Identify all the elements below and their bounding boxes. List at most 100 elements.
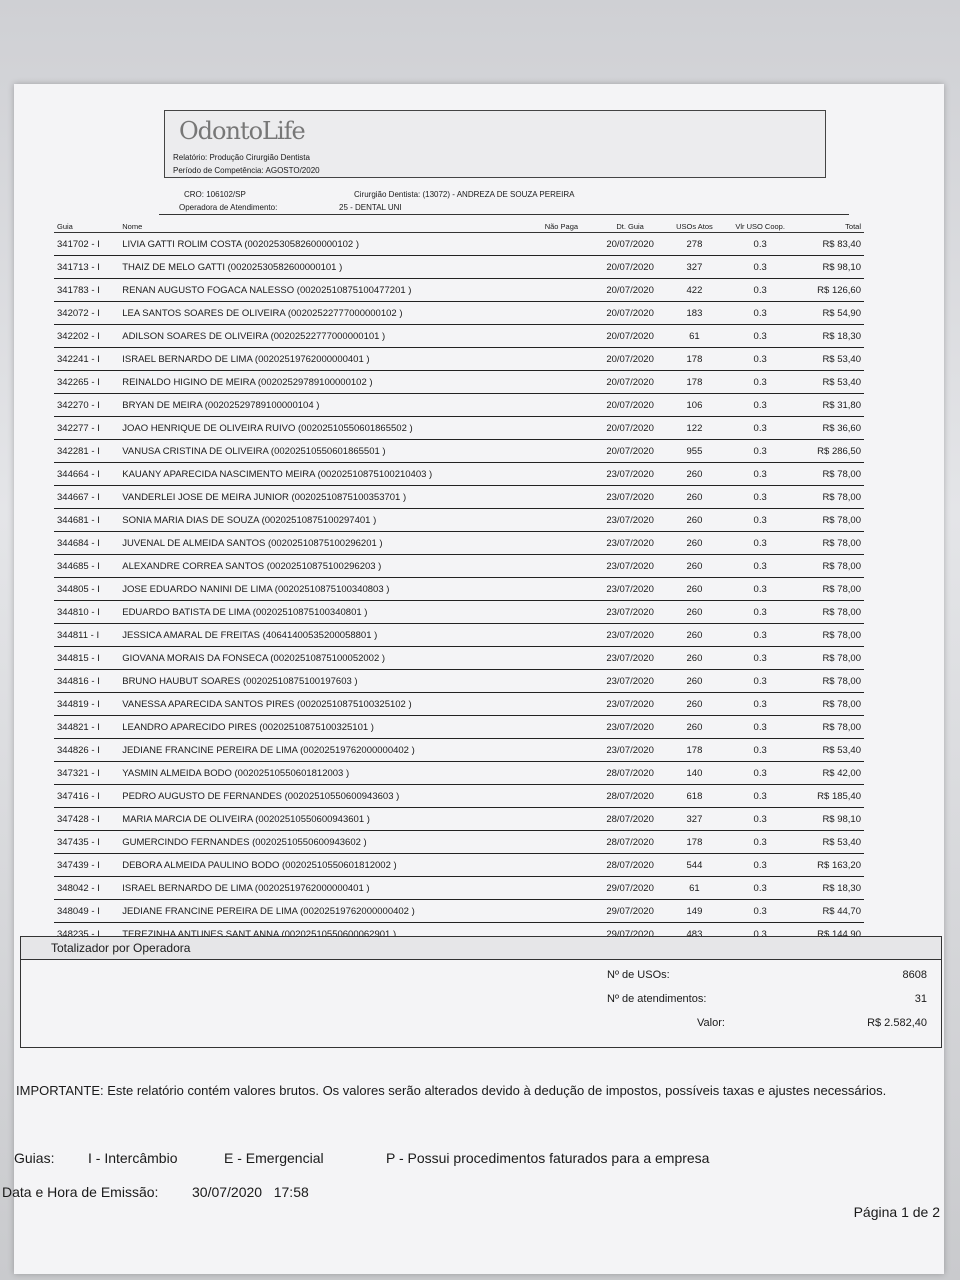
- table-row: 344811 - I JESSICA AMARAL DE FREITAS (406…: [54, 623, 864, 647]
- table-row: 347428 - I MARIA MARCIA DE OLIVEIRA (0020…: [54, 807, 864, 831]
- table-cell: 0.3: [722, 784, 798, 808]
- table-cell: 347439 - I: [54, 853, 120, 877]
- table-cell: SONIA MARIA DIAS DE SOUZA (0020251087510…: [119, 508, 542, 532]
- table-cell: EDUARDO BATISTA DE LIMA (002025108751003…: [119, 600, 542, 624]
- table-row: 341702 - I LIVIA GATTI ROLIM COSTA (00202…: [54, 232, 864, 256]
- table-cell: 342277 - I: [54, 416, 120, 440]
- table-cell: JOSE EDUARDO NANINI DE LIMA (00202510875…: [119, 577, 542, 601]
- value: 31: [914, 993, 927, 1005]
- table-cell: 149: [665, 899, 723, 923]
- table-cell: VANESSA APARECIDA SANTOS PIRES (00202510…: [119, 692, 542, 716]
- table-row: 344816 - I BRUNO HAUBUT SOARES (002025108…: [54, 669, 864, 693]
- table-cell: 20/07/2020: [594, 393, 666, 417]
- table-cell: LEANDRO APARECIDO PIRES (002025108751003…: [119, 715, 542, 739]
- table-cell: R$ 18,30: [797, 324, 864, 348]
- table-cell: R$ 53,40: [797, 347, 864, 371]
- table-cell: BRUNO HAUBUT SOARES (0020251087510019760…: [119, 669, 542, 693]
- table-row: 347439 - I DEBORA ALMEIDA PAULINO BODO (0…: [54, 853, 864, 877]
- table-row: 341783 - I RENAN AUGUSTO FOGACA NALESSO (…: [54, 278, 864, 302]
- table-cell: 0.3: [722, 278, 798, 302]
- table-row: 344821 - I LEANDRO APARECIDO PIRES (00202…: [54, 715, 864, 739]
- table-row: 344685 - I ALEXANDRE CORREA SANTOS (00202…: [54, 554, 864, 578]
- column-header: Total: [797, 220, 864, 233]
- table-cell: [541, 600, 595, 624]
- table-cell: 344805 - I: [54, 577, 120, 601]
- table-cell: [541, 830, 595, 854]
- table-cell: 0.3: [722, 853, 798, 877]
- table-cell: R$ 98,10: [797, 255, 864, 279]
- table-cell: R$ 78,00: [797, 692, 864, 716]
- table-cell: 20/07/2020: [594, 232, 666, 256]
- table-cell: 23/07/2020: [594, 738, 666, 762]
- table-cell: 122: [665, 416, 723, 440]
- table-row: 342265 - I REINALDO HIGINO DE MEIRA (0020…: [54, 370, 864, 394]
- table-cell: 260: [665, 577, 723, 601]
- table-cell: 348042 - I: [54, 876, 120, 900]
- table-cell: LEA SANTOS SOARES DE OLIVEIRA (002025227…: [119, 301, 542, 325]
- table-cell: 0.3: [722, 232, 798, 256]
- table-row: 341713 - I THAIZ DE MELO GATTI (002025305…: [54, 255, 864, 279]
- table-cell: [541, 462, 595, 486]
- table-cell: 0.3: [722, 807, 798, 831]
- table-cell: LIVIA GATTI ROLIM COSTA (002025305826000…: [119, 232, 542, 256]
- table-cell: [541, 416, 595, 440]
- table-row: 344681 - I SONIA MARIA DIAS DE SOUZA (002…: [54, 508, 864, 532]
- table-cell: JESSICA AMARAL DE FREITAS (4064140053520…: [119, 623, 542, 647]
- table-cell: VANUSA CRISTINA DE OLIVEIRA (00202510550…: [119, 439, 542, 463]
- period: Período de Competência: AGOSTO/2020: [173, 166, 320, 175]
- table-cell: 23/07/2020: [594, 462, 666, 486]
- table-cell: 20/07/2020: [594, 347, 666, 371]
- table-cell: 348049 - I: [54, 899, 120, 923]
- table-cell: 20/07/2020: [594, 278, 666, 302]
- table-cell: REINALDO HIGINO DE MEIRA (00202529789100…: [119, 370, 542, 394]
- table-cell: 61: [665, 876, 723, 900]
- table-cell: 0.3: [722, 255, 798, 279]
- table-cell: 0.3: [722, 600, 798, 624]
- table-row: 344815 - I GIOVANA MORAIS DA FONSECA (002…: [54, 646, 864, 670]
- table-cell: 23/07/2020: [594, 623, 666, 647]
- table-cell: ISRAEL BERNARDO DE LIMA (002025197620000…: [119, 876, 542, 900]
- legend-item: E - Emergencial: [224, 1150, 324, 1166]
- table-cell: 260: [665, 692, 723, 716]
- table-cell: [541, 232, 595, 256]
- table-cell: [541, 761, 595, 785]
- table-cell: 278: [665, 232, 723, 256]
- table-row: 344667 - I VANDERLEI JOSE DE MEIRA JUNIOR…: [54, 485, 864, 509]
- logo: OdontoLife: [179, 117, 306, 145]
- table-cell: 23/07/2020: [594, 692, 666, 716]
- table-cell: 618: [665, 784, 723, 808]
- table-row: 344664 - I KAUANY APARECIDA NASCIMENTO ME…: [54, 462, 864, 486]
- label: Valor:: [697, 1017, 725, 1029]
- table-cell: 183: [665, 301, 723, 325]
- table-cell: 0.3: [722, 876, 798, 900]
- table-cell: 178: [665, 830, 723, 854]
- table-cell: 0.3: [722, 301, 798, 325]
- table-cell: 422: [665, 278, 723, 302]
- table-cell: 347428 - I: [54, 807, 120, 831]
- table-cell: 20/07/2020: [594, 324, 666, 348]
- table-cell: [541, 554, 595, 578]
- table-cell: 178: [665, 347, 723, 371]
- legend-item: P - Possui procedimentos faturados para …: [386, 1150, 710, 1166]
- table-cell: 0.3: [722, 554, 798, 578]
- column-header: Não Paga: [541, 220, 595, 233]
- table-cell: 260: [665, 531, 723, 555]
- table-cell: 344684 - I: [54, 531, 120, 555]
- table-cell: 20/07/2020: [594, 416, 666, 440]
- operator-value: 25 - DENTAL UNI: [339, 203, 402, 212]
- table-cell: JOAO HENRIQUE DE OLIVEIRA RUIVO (0020251…: [119, 416, 542, 440]
- table-cell: R$ 78,00: [797, 623, 864, 647]
- table-cell: R$ 36,60: [797, 416, 864, 440]
- table-cell: 260: [665, 646, 723, 670]
- table-row: 342270 - I BRYAN DE MEIRA (00202529789100…: [54, 393, 864, 417]
- column-header: Dt. Guia: [594, 220, 666, 233]
- table-cell: 344815 - I: [54, 646, 120, 670]
- table-cell: 28/07/2020: [594, 807, 666, 831]
- table-cell: 0.3: [722, 715, 798, 739]
- table-cell: 344826 - I: [54, 738, 120, 762]
- table-cell: 0.3: [722, 623, 798, 647]
- production-table: Guia Nome Não Paga Dt. Guia USOs Atos Vlr USO…: [54, 220, 864, 946]
- table-cell: [541, 692, 595, 716]
- table-cell: 342241 - I: [54, 347, 120, 371]
